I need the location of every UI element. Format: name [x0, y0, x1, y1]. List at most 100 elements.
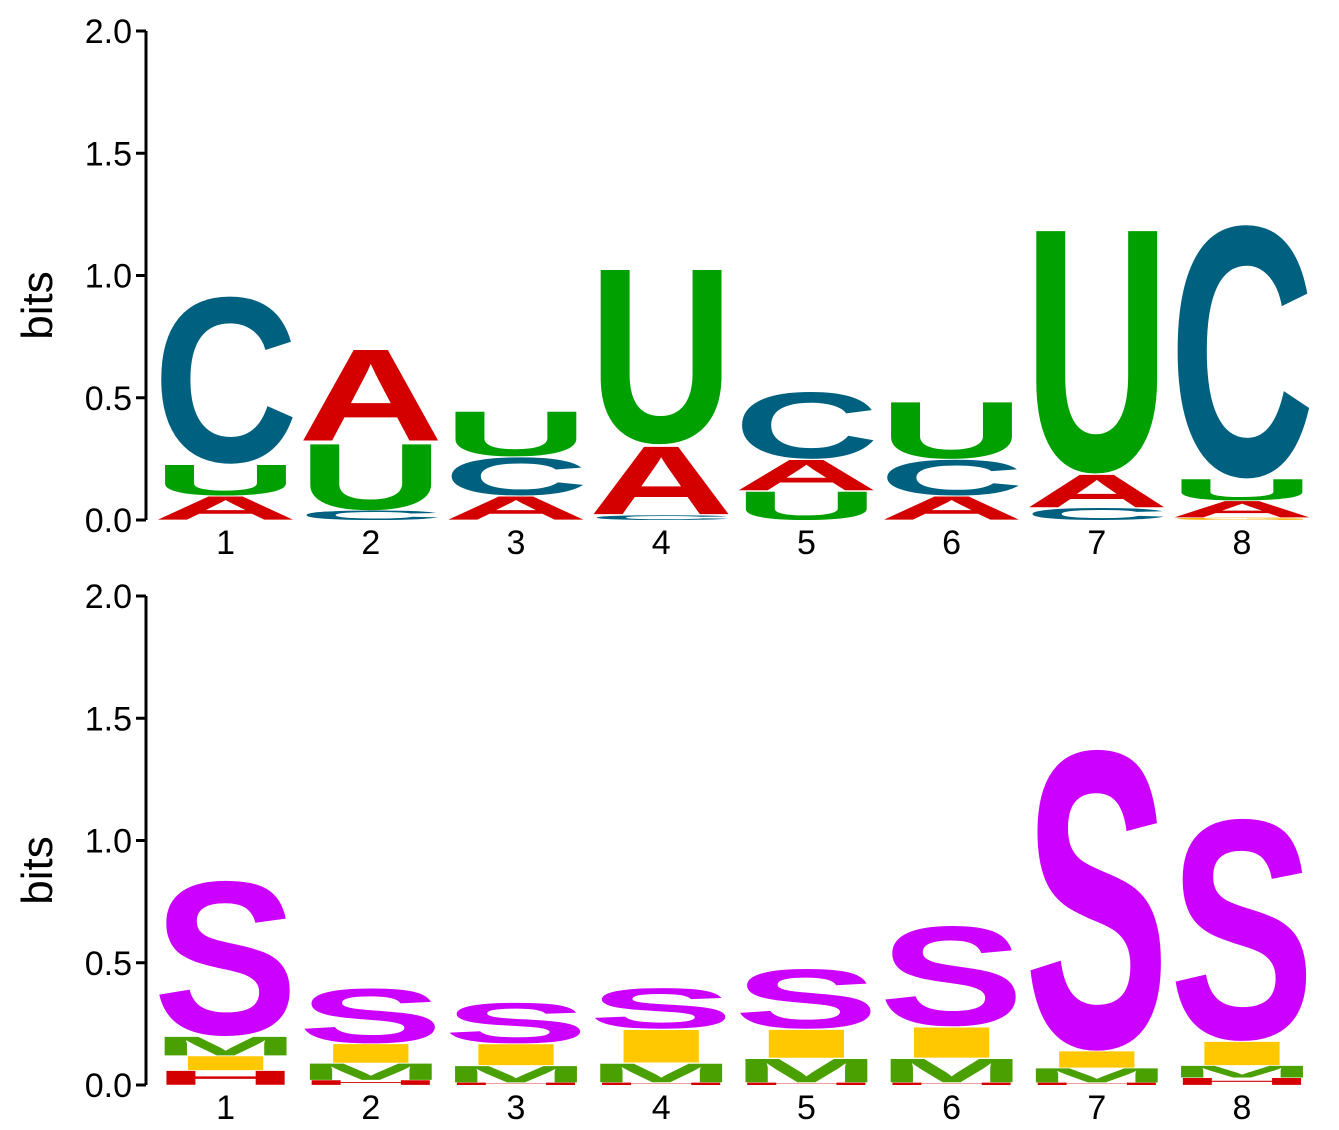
glyph-m-pos5: M [734, 1052, 879, 1090]
stack-position-7: CAU [1024, 157, 1169, 545]
y-axis-label: bits [13, 271, 62, 339]
glyph-h-pos6: H [879, 1082, 1024, 1086]
stack-position-4: CAU [589, 217, 734, 535]
glyph-m-pos4: M [589, 1058, 734, 1088]
x-tick-label: 2 [361, 524, 380, 562]
glyph-i-pos8: I [1169, 1035, 1314, 1073]
glyph-i-pos6: I [879, 1018, 1024, 1067]
glyph-m-pos1: M [153, 1031, 298, 1061]
glyph-i-pos4: I [589, 1020, 734, 1073]
glyph-h-pos2: H [298, 1079, 443, 1087]
glyph-m-pos6: M [879, 1052, 1024, 1090]
glyph-i-pos1: I [153, 1052, 298, 1075]
glyph-u-pos4: U [589, 217, 734, 496]
glyph-c-pos8: C [1169, 152, 1314, 551]
y-axis-label: bits [13, 836, 62, 904]
x-tick-label: 5 [797, 1089, 816, 1127]
glyph-u-pos1: U [153, 455, 298, 504]
x-tick-label: 1 [216, 1089, 235, 1127]
glyph-s-pos4: S [589, 976, 734, 1040]
glyph-u-pos6: U [879, 385, 1024, 475]
glyph-i-pos5: I [734, 1021, 879, 1066]
glyph-m-pos7: M [1024, 1064, 1169, 1087]
glyph-u-pos3: U [443, 398, 588, 470]
glyph-a-pos1: A [153, 489, 298, 527]
glyph-s-pos6: S [879, 897, 1024, 1055]
y-tick-label: 0.0 [85, 502, 132, 540]
glyph-c-pos2: C [298, 508, 443, 523]
glyph-s-pos5: S [734, 952, 879, 1046]
glyph-m-pos8: M [1169, 1062, 1314, 1081]
x-tick-label: 4 [652, 524, 671, 562]
glyph-a-pos4: A [589, 426, 734, 535]
glyph-s-pos1: S [153, 836, 298, 1081]
glyph-g-pos8: G [1169, 517, 1314, 521]
glyph-c-pos1: C [153, 249, 298, 512]
y-tick-label: 1.5 [85, 700, 132, 738]
x-tick-label: 5 [797, 524, 816, 562]
glyph-h-pos7: H [1024, 1082, 1169, 1086]
stack-position-3: ACU [443, 398, 588, 527]
y-tick-label: 2.0 [85, 13, 132, 51]
y-tick-label: 1.0 [85, 258, 132, 296]
x-tick-label: 7 [1087, 1089, 1106, 1127]
x-tick-label: 4 [652, 1089, 671, 1127]
x-tick-label: 1 [216, 524, 235, 562]
y-tick-label: 0.5 [85, 380, 132, 418]
glyph-c-pos4: C [589, 514, 734, 522]
x-tick-label: 6 [942, 1089, 961, 1127]
x-tick-label: 3 [507, 1089, 526, 1127]
glyph-u-pos7: U [1024, 157, 1169, 545]
glyph-c-pos6: C [879, 449, 1024, 506]
stack-position-6: ACU [879, 385, 1024, 527]
stack-position-2: CUA [298, 321, 443, 529]
glyph-c-pos3: C [443, 447, 588, 507]
glyph-a-pos8: A [1169, 496, 1314, 522]
x-tick-label: 3 [507, 524, 526, 562]
x-tick-label: 8 [1233, 1089, 1252, 1127]
glyph-u-pos8: U [1169, 473, 1314, 507]
y-tick-label: 0.5 [85, 945, 132, 983]
x-tick-label: 6 [942, 524, 961, 562]
stack-position-5: UAC [734, 373, 879, 528]
x-tick-label: 8 [1233, 524, 1252, 562]
glyph-a-pos7: A [1024, 465, 1169, 518]
glyph-a-pos6: A [879, 489, 1024, 527]
glyph-h-pos1: H [153, 1067, 298, 1090]
glyph-h-pos5: H [734, 1082, 879, 1086]
x-tick-label: 2 [361, 1089, 380, 1127]
glyph-a-pos3: A [443, 489, 588, 527]
y-tick-label: 1.5 [85, 135, 132, 173]
glyph-u-pos5: U [734, 483, 879, 528]
glyph-a-pos2: A [298, 321, 443, 468]
glyph-u-pos2: U [298, 425, 443, 530]
glyph-s-pos8: S [1169, 756, 1314, 1106]
x-tick-label: 7 [1087, 524, 1106, 562]
y-tick-label: 1.0 [85, 823, 132, 861]
glyph-i-pos7: I [1024, 1046, 1169, 1072]
glyph-c-pos7: C [1024, 505, 1169, 524]
glyph-s-pos7: S [1024, 661, 1169, 1130]
glyph-m-pos3: M [443, 1061, 588, 1087]
glyph-a-pos5: A [734, 450, 879, 499]
glyph-i-pos2: I [298, 1038, 443, 1068]
glyph-h-pos3: H [443, 1082, 588, 1086]
glyph-c-pos5: C [734, 373, 879, 478]
glyph-i-pos3: I [443, 1038, 588, 1072]
y-tick-label: 2.0 [85, 578, 132, 616]
glyph-s-pos2: S [298, 972, 443, 1059]
glyph-s-pos3: S [443, 991, 588, 1055]
